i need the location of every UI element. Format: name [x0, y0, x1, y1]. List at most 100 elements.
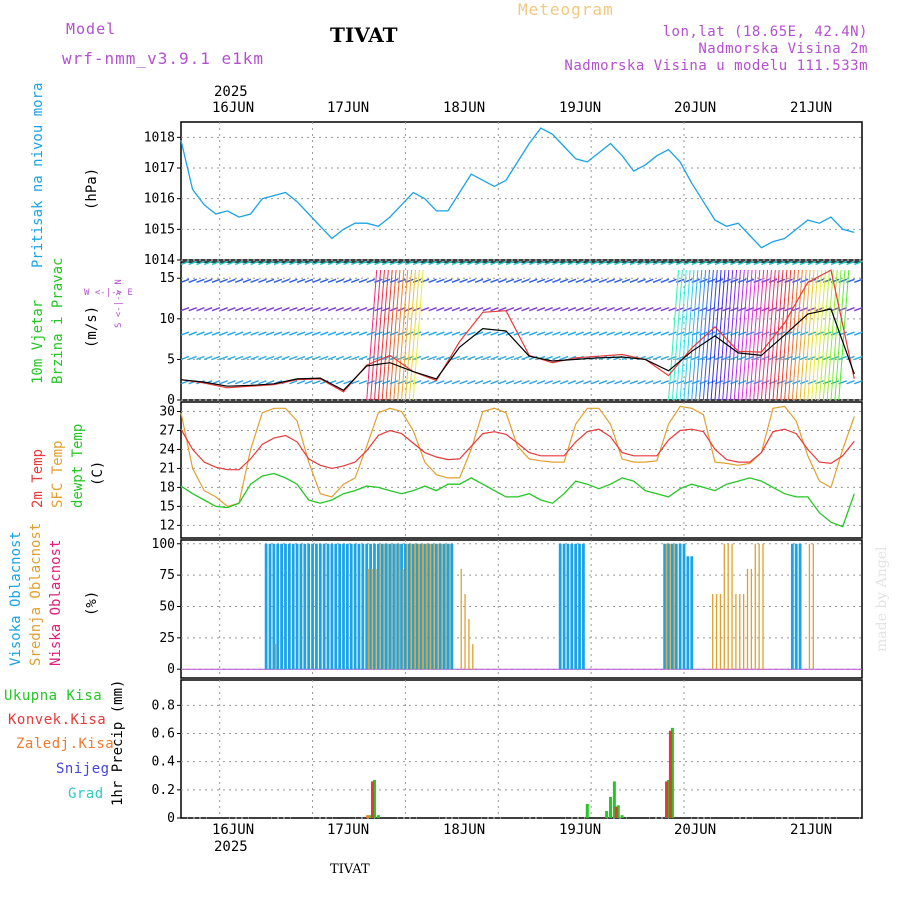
- wind-row-arrow-2-104: [583, 331, 592, 336]
- y-tick-label-3-2: 50: [159, 599, 175, 614]
- wind-row-arrow-1-36: [320, 355, 329, 361]
- wind-row-arrow-3-38: [327, 307, 337, 312]
- wind-row-arrow-3-82: [498, 307, 507, 312]
- wind-row-arrow-4-174: [854, 278, 863, 283]
- wind-row-arrow-5-74: [467, 260, 476, 266]
- wind-row-arrow-2-76: [474, 331, 484, 336]
- wind-row-arrow-5-36: [320, 260, 329, 266]
- wind-gust-mark-136: [706, 269, 718, 401]
- wind-row-arrow-5-60: [412, 260, 422, 266]
- panel-frame-0: [180, 121, 863, 261]
- wind-gust-mark-142: [729, 269, 741, 401]
- wind-row-arrow-2-120: [645, 331, 654, 336]
- wind-row-arrow-2-46: [358, 331, 368, 336]
- wind-row-arrow-1-0: [180, 355, 190, 361]
- wind-gust-mark-164: [815, 269, 827, 401]
- y-tick-label-0-1: 1015: [144, 222, 175, 237]
- wind-row-arrow-5-134: [699, 260, 708, 266]
- wind-row-arrow-4-48: [366, 278, 375, 283]
- wind-gust-mark-133: [695, 269, 707, 401]
- wind-gust-mark-131: [687, 269, 699, 401]
- wind-row-arrow-3-110: [606, 307, 615, 312]
- wind-row-arrow-3-90: [528, 307, 538, 312]
- wind-row-arrow-1-134: [699, 355, 708, 361]
- wind-row-arrow-5-26: [281, 260, 290, 266]
- wind-row-arrow-4-94: [544, 278, 553, 283]
- wind-gust-mark-148: [753, 269, 765, 401]
- day-label-bottom-5: 21JUN: [790, 822, 833, 838]
- wind-row-arrow-4-106: [590, 278, 600, 283]
- wind-row-arrow-4-88: [521, 278, 530, 283]
- wind-row-arrow-5-98: [559, 260, 569, 266]
- wind-row-arrow-0-30: [296, 380, 306, 385]
- wind-row-arrow-5-88: [521, 260, 530, 266]
- y-tick-label-1-3: 15: [159, 271, 175, 286]
- wind-row-arrow-2-40: [335, 331, 345, 336]
- wind-row-arrow-2-4: [196, 331, 205, 336]
- location-coords: lon,lat (18.65E, 42.4N): [662, 24, 868, 40]
- day-label-bottom-0: 16JUN: [212, 822, 255, 838]
- wind-row-arrow-0-16: [242, 380, 252, 385]
- wind-row-arrow-2-90: [528, 331, 538, 336]
- wind-row-arrow-0-104: [583, 380, 592, 385]
- wind-row-arrow-5-158: [792, 260, 801, 266]
- wind-row-arrow-1-144: [737, 355, 747, 361]
- day-label-bottom-4: 20JUN: [674, 822, 717, 838]
- wind-row-arrow-2-38: [327, 331, 337, 336]
- wind-gust-mark-50: [373, 269, 385, 401]
- wind-row-arrow-0-174: [854, 380, 863, 385]
- wind-row-arrow-5-48: [366, 260, 375, 266]
- wind-row-arrow-1-72: [459, 355, 468, 361]
- day-label-top-5: 21JUN: [790, 100, 833, 116]
- wind-row-arrow-2-94: [544, 331, 553, 336]
- wind-gust-mark-134: [698, 269, 710, 401]
- wind-row-arrow-1-126: [668, 355, 677, 361]
- precip-legend-graupel: Grad: [68, 786, 104, 802]
- precip-legend-frz: Zaledj.Kisa: [16, 736, 115, 752]
- wind-gust-mark-135: [702, 269, 714, 401]
- wind-row-arrow-4-98: [559, 278, 569, 283]
- wind-row-arrow-5-116: [629, 260, 639, 266]
- wind-row-arrow-5-152: [768, 260, 778, 266]
- wind-row-arrow-1-38: [327, 355, 337, 361]
- wind-row-arrow-4-76: [474, 278, 484, 283]
- wind-row-arrow-5-100: [567, 260, 577, 266]
- wind-row-arrow-1-12: [227, 355, 236, 361]
- wind-row-arrow-5-160: [799, 260, 809, 266]
- wind-row-arrow-2-92: [536, 331, 546, 336]
- wind-row-arrow-5-68: [443, 260, 453, 266]
- wind-row-arrow-1-162: [807, 355, 817, 361]
- y-tick-label-2-6: 30: [159, 404, 175, 419]
- wind-row-arrow-0-86: [513, 380, 523, 385]
- wind-gust-mark-153: [772, 269, 784, 401]
- wind-row-arrow-1-50: [374, 355, 383, 361]
- wind-row-arrow-4-118: [637, 278, 646, 283]
- wind-row-arrow-0-20: [258, 380, 267, 385]
- wind-gust-mark-146: [745, 269, 757, 401]
- wind-row-arrow-1-34: [312, 355, 321, 361]
- wind-row-arrow-0-0: [180, 380, 190, 385]
- wind-row-arrow-4-24: [273, 278, 283, 283]
- wind-row-arrow-5-174: [854, 260, 863, 266]
- precip-legend-conv: Konvek.Kisa: [8, 712, 107, 728]
- wind-row-arrow-4-70: [451, 278, 461, 283]
- wind-gust-mark-144: [737, 269, 749, 401]
- y-tick-label-4-1: 0.2: [152, 783, 175, 798]
- wind-gust-mark-143: [733, 269, 745, 401]
- wind-gust-mark-159: [795, 269, 807, 401]
- wind-row-arrow-5-138: [714, 260, 724, 266]
- wind-gust-mark-127: [671, 269, 683, 401]
- wind-row-arrow-2-108: [598, 331, 608, 336]
- wind-row-arrow-2-174: [854, 331, 863, 336]
- wind-row-arrow-1-158: [792, 355, 801, 361]
- wind-row-arrow-3-174: [854, 307, 863, 312]
- wind-row-arrow-0-114: [621, 380, 631, 385]
- wind-gust-mark-166: [822, 269, 834, 401]
- wind-row-arrow-3-14: [234, 307, 244, 312]
- wind-row-arrow-3-172: [846, 307, 855, 312]
- wind-row-arrow-4-22: [265, 278, 275, 283]
- wind-gust-mark-51: [377, 269, 389, 401]
- wind-row-arrow-0-100: [567, 380, 577, 385]
- y-tick-label-1-1: 5: [167, 352, 175, 367]
- wind-speed-line: [180, 308, 855, 392]
